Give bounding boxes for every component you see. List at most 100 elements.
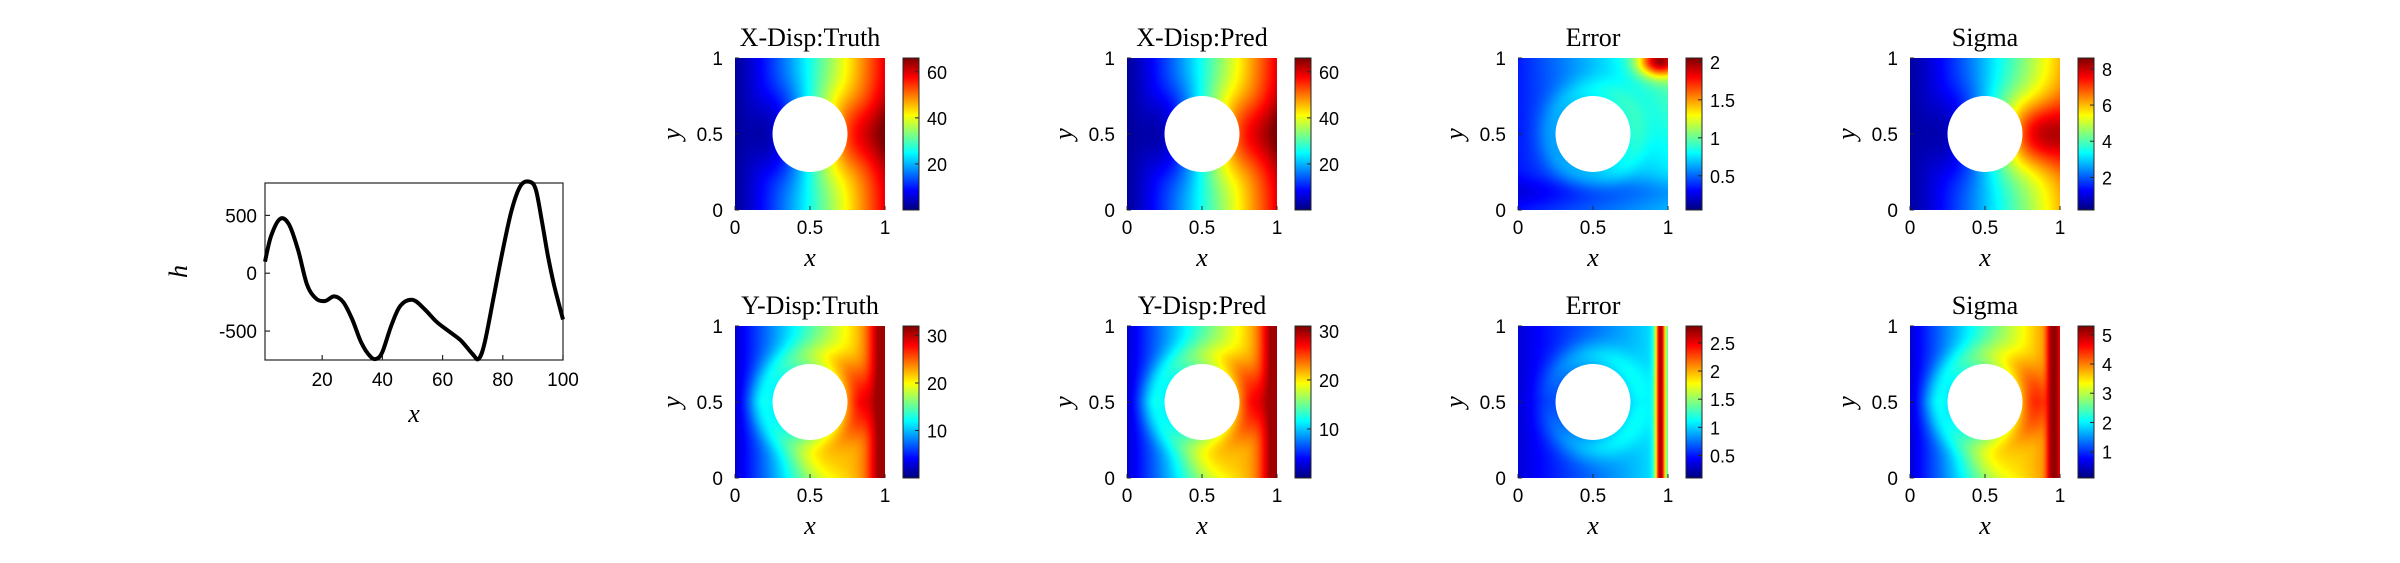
x-tick-label: 0 — [730, 486, 741, 507]
colorbar-frame — [1685, 57, 1703, 211]
x-tick-label: 0 — [730, 218, 741, 239]
heatmap-panel: 0 0.5 1 0 0.5 1 X-Disp:Pred x y 20 40 60 — [1049, 23, 1339, 272]
colorbar-tick-label: 5 — [2102, 326, 2112, 346]
colorbar — [1295, 326, 1311, 478]
y-tick-label: 1 — [1104, 317, 1115, 338]
x-tick-label: 0 — [1122, 486, 1133, 507]
y-tick-label: 0.5 — [1480, 125, 1506, 146]
colorbar-tick-label: 2 — [1710, 362, 1720, 382]
x-tick-label: 0 — [1905, 218, 1916, 239]
y-tick-label: 0 — [1104, 469, 1115, 490]
x-tick-label: 1 — [1272, 218, 1283, 239]
x-tick-label: 0 — [1122, 218, 1133, 239]
heatmap-field — [1910, 58, 2060, 210]
colorbar-tick-label: 3 — [2102, 384, 2112, 404]
heatmap-title: Sigma — [1952, 291, 2019, 320]
colorbar-tick-label: 30 — [1319, 322, 1339, 342]
colorbar — [903, 58, 919, 210]
x-tick-label: 40 — [372, 370, 393, 391]
colorbar-tick-label: 2 — [2102, 168, 2112, 188]
y-tick-label: 0 — [1887, 201, 1898, 222]
y-axis-label: y — [1832, 128, 1861, 143]
y-axis-label: y — [1440, 396, 1469, 411]
colorbar-tick-label: 60 — [1319, 63, 1339, 83]
x-tick-label: 0 — [1513, 486, 1524, 507]
x-tick-label: 80 — [492, 370, 513, 391]
colorbar-frame — [902, 57, 920, 211]
colorbar-tick-label: 1 — [2102, 443, 2112, 463]
line-plot-axes-box — [264, 182, 564, 361]
x-axis-label: x — [1195, 243, 1208, 272]
colorbar-tick-label: 2 — [2102, 413, 2112, 433]
y-tick-label: 0.5 — [697, 125, 723, 146]
y-axis-label: y — [1832, 396, 1861, 411]
x-tick-label: 20 — [312, 370, 333, 391]
colorbar-tick-label: 0.5 — [1710, 446, 1735, 466]
x-tick-label: 1 — [1663, 218, 1674, 239]
x-tick-label: 1 — [2055, 218, 2066, 239]
x-tick-label: 100 — [547, 370, 579, 391]
x-tick-label: 0.5 — [1972, 218, 1998, 239]
x-tick-label: 0.5 — [797, 486, 823, 507]
x-axis-label: x — [803, 243, 816, 272]
y-axis-label: y — [1049, 396, 1078, 411]
colorbar-tick-label: 4 — [2102, 132, 2112, 152]
heatmap-title: Y-Disp:Pred — [1138, 291, 1267, 320]
x-axis-label: x — [803, 511, 816, 540]
x-tick-label: 0.5 — [1972, 486, 1998, 507]
colorbar-tick-label: 1 — [1710, 418, 1720, 438]
x-tick-label: 0.5 — [1580, 486, 1606, 507]
heatmap-field — [1910, 326, 2060, 478]
colorbar-tick-label: 2 — [1710, 53, 1720, 73]
colorbar-tick-label: 20 — [927, 374, 947, 394]
y-tick-label: 500 — [225, 206, 257, 227]
colorbar — [1686, 326, 1702, 478]
y-axis-label: y — [657, 128, 686, 143]
colorbar-frame — [2077, 325, 2095, 479]
colorbar-tick-label: 20 — [1319, 155, 1339, 175]
colorbar-tick-label: 8 — [2102, 60, 2112, 80]
y-tick-label: 0 — [712, 201, 723, 222]
colorbar-tick-label: 1.5 — [1710, 390, 1735, 410]
y-tick-label: -500 — [219, 322, 257, 343]
colorbar — [2078, 326, 2094, 478]
colorbar-tick-label: 6 — [2102, 96, 2112, 116]
colorbar-tick-label: 0.5 — [1710, 167, 1735, 187]
y-axis-label: y — [1440, 128, 1469, 143]
colorbar-frame — [1685, 325, 1703, 479]
x-tick-label: 60 — [432, 370, 453, 391]
colorbar-frame — [902, 325, 920, 479]
colorbar-tick-label: 10 — [927, 422, 947, 442]
x-axis-label: x — [1978, 511, 1991, 540]
x-tick-label: 0.5 — [1580, 218, 1606, 239]
y-axis-label: h — [164, 265, 193, 278]
colorbar-tick-label: 4 — [2102, 355, 2112, 375]
colorbar-tick-label: 30 — [927, 327, 947, 347]
x-axis-label: x — [1586, 511, 1599, 540]
x-tick-label: 0.5 — [1189, 486, 1215, 507]
y-tick-label: 0.5 — [1089, 393, 1115, 414]
heatmap-title: Sigma — [1952, 23, 2019, 52]
colorbar-tick-label: 60 — [927, 63, 947, 83]
colorbar — [1295, 58, 1311, 210]
x-tick-label: 1 — [1272, 486, 1283, 507]
colorbar-tick-label: 2.5 — [1710, 334, 1735, 354]
x-tick-label: 1 — [1663, 486, 1674, 507]
colorbar-frame — [2077, 57, 2095, 211]
heatmap-panel: 0 0.5 1 0 0.5 1 Sigma x y 1 2 3 4 5 — [1832, 291, 2112, 540]
colorbar-tick-label: 40 — [927, 109, 947, 129]
heatmap-title: Error — [1566, 291, 1621, 320]
colorbar-tick-label: 1.5 — [1710, 91, 1735, 111]
heatmap-panel: 0 0.5 1 0 0.5 1 X-Disp:Truth x y 20 40 60 — [657, 23, 947, 272]
y-tick-label: 0 — [1495, 469, 1506, 490]
y-tick-label: 1 — [1887, 49, 1898, 70]
y-tick-label: 1 — [1104, 49, 1115, 70]
colorbar — [1686, 58, 1702, 210]
heatmap-panel: 0 0.5 1 0 0.5 1 Error x y 0.5 1 1.5 2 — [1440, 23, 1735, 272]
x-tick-label: 0 — [1513, 218, 1524, 239]
y-tick-label: 1 — [1495, 49, 1506, 70]
heatmap-field — [1518, 326, 1668, 478]
